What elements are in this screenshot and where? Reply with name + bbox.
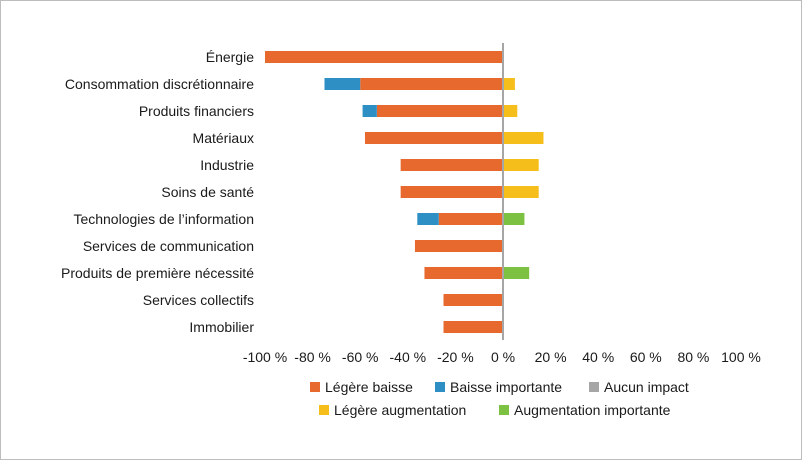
category-label: Soins de santé [161,184,254,200]
x-tick-label: 40 % [582,349,614,365]
bar-segment [265,51,503,63]
x-tick-label: -100 % [243,349,287,365]
bar-segment [443,321,503,333]
x-tick-label: -40 % [390,349,427,365]
bar-segment [503,186,539,198]
bar-segment [443,294,503,306]
category-label: Immobilier [189,319,254,335]
category-label: Produits de première nécessité [61,265,254,281]
bar-segment [503,78,515,90]
bar-segment [362,105,377,117]
x-tick-label: 100 % [721,349,761,365]
bar-segment [424,267,503,279]
bar-segment [376,105,503,117]
category-labels: Énergie Consommation discrétionnaire Produ… [61,49,254,335]
category-label: Consommation discrétionnaire [65,76,254,92]
legend-swatch [499,405,509,415]
legend-label: Augmentation importante [514,402,671,418]
x-tick-label: 0 % [491,349,515,365]
category-label: Industrie [200,157,254,173]
x-tick-label: -20 % [437,349,474,365]
bar-segment [417,213,439,225]
bar-segment [438,213,503,225]
legend-label: Baisse importante [450,379,562,395]
bar-segment [414,240,503,252]
category-label: Technologies de l’information [73,211,254,227]
bars-layer [265,51,544,333]
bar-segment [503,267,530,279]
category-label: Énergie [206,49,254,65]
legend-label: Légère baisse [325,379,413,395]
x-tick-label: -60 % [342,349,379,365]
category-label: Services collectifs [143,292,254,308]
x-tick-label: 60 % [630,349,662,365]
legend: Légère baisse Baisse importante Aucun impa… [310,379,689,418]
legend-label: Légère augmentation [334,402,466,418]
x-axis-tick-labels: -100 % -80 % -60 % -40 % -20 % 0 % 20 % 40 % 60 … [243,349,761,365]
bar-segment [400,186,503,198]
legend-swatch [310,382,320,392]
category-label: Services de communication [83,238,254,254]
bar-segment [324,78,361,90]
legend-label: Aucun impact [604,379,689,395]
category-label: Produits financiers [139,103,254,119]
x-tick-label: -80 % [294,349,331,365]
x-tick-label: 20 % [535,349,567,365]
bar-segment [503,132,544,144]
bar-segment [503,159,539,171]
x-tick-label: 80 % [677,349,709,365]
legend-swatch [435,382,445,392]
bar-segment [503,213,525,225]
bar-segment [400,159,503,171]
bar-segment [503,105,518,117]
bar-segment [364,132,503,144]
legend-swatch [319,405,329,415]
legend-swatch [589,382,599,392]
bar-segment [360,78,503,90]
category-label: Matériaux [193,130,254,146]
